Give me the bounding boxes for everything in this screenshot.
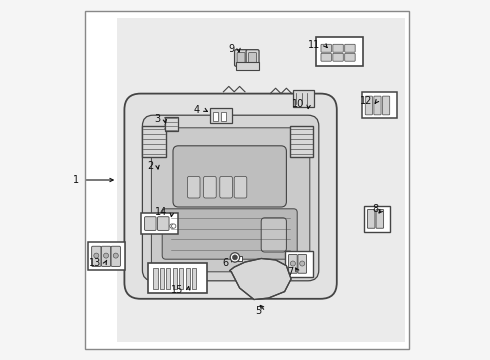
- FancyBboxPatch shape: [101, 246, 111, 266]
- FancyBboxPatch shape: [192, 268, 196, 289]
- Circle shape: [113, 253, 118, 258]
- FancyBboxPatch shape: [316, 37, 364, 66]
- Text: 7: 7: [287, 267, 294, 277]
- FancyBboxPatch shape: [173, 146, 286, 207]
- Circle shape: [94, 253, 99, 258]
- FancyBboxPatch shape: [111, 246, 121, 266]
- FancyBboxPatch shape: [235, 50, 247, 66]
- Text: 2: 2: [147, 161, 153, 171]
- Circle shape: [291, 261, 295, 266]
- Circle shape: [230, 253, 240, 262]
- Text: 15: 15: [172, 285, 184, 295]
- FancyBboxPatch shape: [374, 96, 381, 115]
- FancyBboxPatch shape: [220, 176, 232, 198]
- FancyBboxPatch shape: [172, 268, 177, 289]
- FancyBboxPatch shape: [204, 176, 216, 198]
- FancyBboxPatch shape: [151, 128, 310, 272]
- FancyBboxPatch shape: [186, 268, 190, 289]
- Text: 4: 4: [194, 105, 200, 115]
- Circle shape: [172, 224, 176, 228]
- FancyBboxPatch shape: [141, 213, 178, 234]
- FancyBboxPatch shape: [166, 268, 171, 289]
- FancyBboxPatch shape: [213, 112, 219, 121]
- Polygon shape: [229, 258, 291, 300]
- FancyBboxPatch shape: [220, 112, 226, 121]
- FancyBboxPatch shape: [365, 96, 372, 115]
- FancyBboxPatch shape: [143, 115, 319, 281]
- FancyBboxPatch shape: [92, 246, 101, 266]
- FancyBboxPatch shape: [117, 18, 405, 342]
- FancyBboxPatch shape: [293, 90, 315, 107]
- FancyBboxPatch shape: [362, 92, 397, 118]
- FancyBboxPatch shape: [333, 53, 343, 61]
- FancyBboxPatch shape: [148, 263, 207, 293]
- Text: 10: 10: [292, 99, 304, 109]
- FancyBboxPatch shape: [143, 126, 166, 157]
- FancyBboxPatch shape: [162, 209, 297, 259]
- FancyBboxPatch shape: [236, 62, 259, 70]
- FancyBboxPatch shape: [160, 268, 164, 289]
- Text: 9: 9: [228, 44, 234, 54]
- FancyBboxPatch shape: [187, 176, 200, 198]
- FancyBboxPatch shape: [237, 53, 245, 64]
- Text: 1: 1: [74, 175, 79, 185]
- FancyBboxPatch shape: [345, 44, 355, 52]
- Text: 14: 14: [155, 207, 168, 217]
- FancyBboxPatch shape: [333, 44, 343, 52]
- Text: 13: 13: [89, 258, 101, 268]
- Circle shape: [232, 255, 238, 260]
- FancyBboxPatch shape: [233, 256, 243, 261]
- FancyBboxPatch shape: [298, 255, 307, 273]
- FancyBboxPatch shape: [248, 53, 257, 64]
- FancyBboxPatch shape: [261, 218, 286, 252]
- FancyBboxPatch shape: [85, 11, 409, 349]
- FancyBboxPatch shape: [383, 96, 390, 115]
- Text: 3: 3: [154, 114, 160, 124]
- FancyBboxPatch shape: [179, 268, 183, 289]
- Text: 5: 5: [255, 306, 261, 316]
- FancyBboxPatch shape: [246, 50, 259, 66]
- Text: 11: 11: [308, 40, 320, 50]
- Circle shape: [170, 224, 174, 228]
- Text: 8: 8: [372, 204, 378, 214]
- FancyBboxPatch shape: [234, 176, 247, 198]
- FancyBboxPatch shape: [145, 217, 156, 230]
- FancyBboxPatch shape: [321, 53, 331, 61]
- FancyBboxPatch shape: [376, 210, 384, 228]
- FancyBboxPatch shape: [210, 108, 232, 123]
- FancyBboxPatch shape: [364, 206, 391, 232]
- FancyBboxPatch shape: [290, 126, 314, 157]
- FancyBboxPatch shape: [368, 210, 375, 228]
- FancyBboxPatch shape: [321, 44, 331, 52]
- FancyBboxPatch shape: [345, 53, 355, 61]
- FancyBboxPatch shape: [285, 251, 313, 277]
- FancyBboxPatch shape: [88, 242, 125, 270]
- Circle shape: [103, 253, 109, 258]
- Text: 12: 12: [361, 96, 373, 106]
- FancyBboxPatch shape: [157, 217, 169, 230]
- Text: 6: 6: [222, 258, 229, 268]
- FancyBboxPatch shape: [289, 255, 297, 273]
- FancyBboxPatch shape: [165, 117, 178, 131]
- FancyBboxPatch shape: [124, 94, 337, 299]
- FancyBboxPatch shape: [153, 268, 157, 289]
- Circle shape: [300, 261, 305, 266]
